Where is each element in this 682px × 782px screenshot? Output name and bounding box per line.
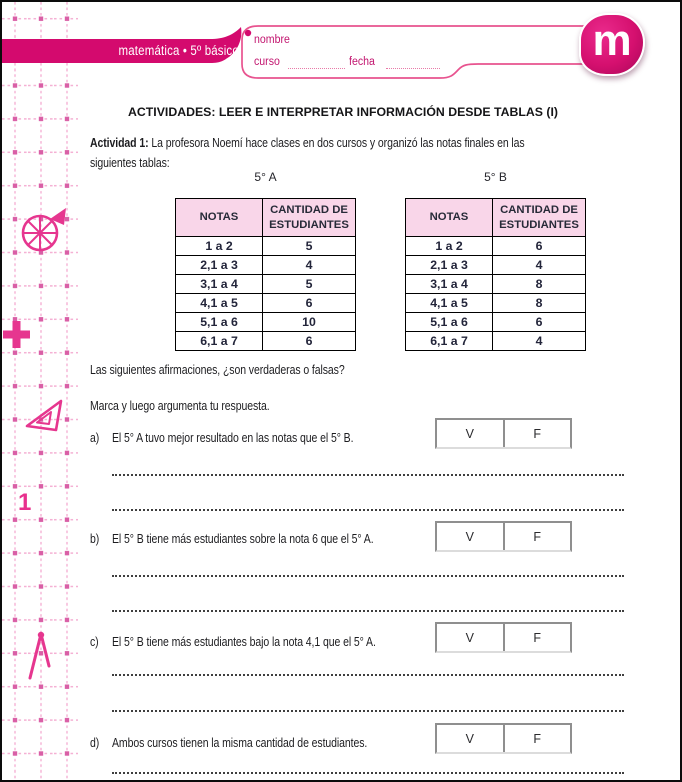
vf-box-b: V F [435,521,572,552]
question-a-label: a) [90,431,100,445]
table-row: 5,1 a 6 10 [176,312,355,331]
header-cell-notas: NOTAS [406,199,493,236]
vf-box-c: V F [435,622,572,653]
header-cell-notas: NOTAS [176,199,263,236]
date-field-label: fecha [349,56,375,68]
answer-line[interactable] [112,507,624,511]
vf-false-cell[interactable]: F [502,725,571,752]
table-b-caption: 5° B [484,170,507,184]
vf-false-cell[interactable]: F [502,523,571,550]
vf-true-cell[interactable]: V [465,731,474,746]
question-d-text: Ambos cursos tienen la misma cantidad de… [112,736,368,750]
course-banner-shape [2,27,252,63]
date-field-line[interactable] [386,55,440,69]
vf-true-cell[interactable]: V [465,630,474,645]
activity-label: Actividad 1: [90,136,149,150]
question-c-text: El 5° B tiene más estudiantes bajo la no… [112,635,376,649]
activity-intro-line2: siguientes tablas: [90,156,170,170]
table-header-row: NOTAS CANTIDAD DE ESTUDIANTES [406,199,585,236]
margin-unit-number: 1 [18,489,32,516]
questions-intro-line2: Marca y luego argumenta tu respuesta. [90,399,270,413]
pie-slice-icon [21,208,66,252]
name-field-label: nombre [254,34,290,46]
set-square-icon [25,399,63,432]
worksheet-title: ACTIVIDADES: LEER E INTERPRETAR INFORMAC… [128,105,558,119]
answer-line[interactable] [112,672,624,676]
question-b-label: b) [90,532,100,546]
answer-line[interactable] [112,472,624,476]
header-cell-cantidad: CANTIDAD DE ESTUDIANTES [499,204,579,231]
answer-line[interactable] [112,573,624,577]
vf-false-cell[interactable]: F [502,624,571,651]
answer-line[interactable] [112,608,624,612]
question-a-text: El 5° A tuvo mejor resultado en las nota… [112,431,354,445]
questions-intro-line1: Las siguientes afirmaciones, ¿son verdad… [90,363,345,377]
vf-true-cell[interactable]: V [465,426,474,441]
course-banner-label: matemática • 5º básico [118,43,239,58]
table-header-row: NOTAS CANTIDAD DE ESTUDIANTES [176,199,355,236]
compass-icon [28,631,51,680]
answer-line[interactable] [112,770,624,774]
plus-icon [3,321,30,348]
answer-line[interactable] [112,708,624,712]
vf-false-cell[interactable]: F [502,420,571,447]
question-d-label: d) [90,736,100,750]
brand-logo-letter: m [592,15,632,65]
brand-logo: m [579,13,645,76]
vf-box-d: V F [435,723,572,754]
vf-box-a: V F [435,418,572,449]
header-cell-cantidad: CANTIDAD DE ESTUDIANTES [269,204,349,231]
margin-grid-pattern [2,2,78,780]
vf-true-cell[interactable]: V [465,529,474,544]
question-c-label: c) [90,635,99,649]
table-a-caption: 5° A [254,170,277,184]
course-field-line[interactable] [288,55,345,69]
question-b-text: El 5° B tiene más estudiantes sobre la n… [112,532,374,546]
activity-intro-line1: Actividad 1: La profesora Noemí hace cla… [90,136,525,150]
header-form-outline [241,25,586,79]
course-field-label: curso [254,56,280,68]
